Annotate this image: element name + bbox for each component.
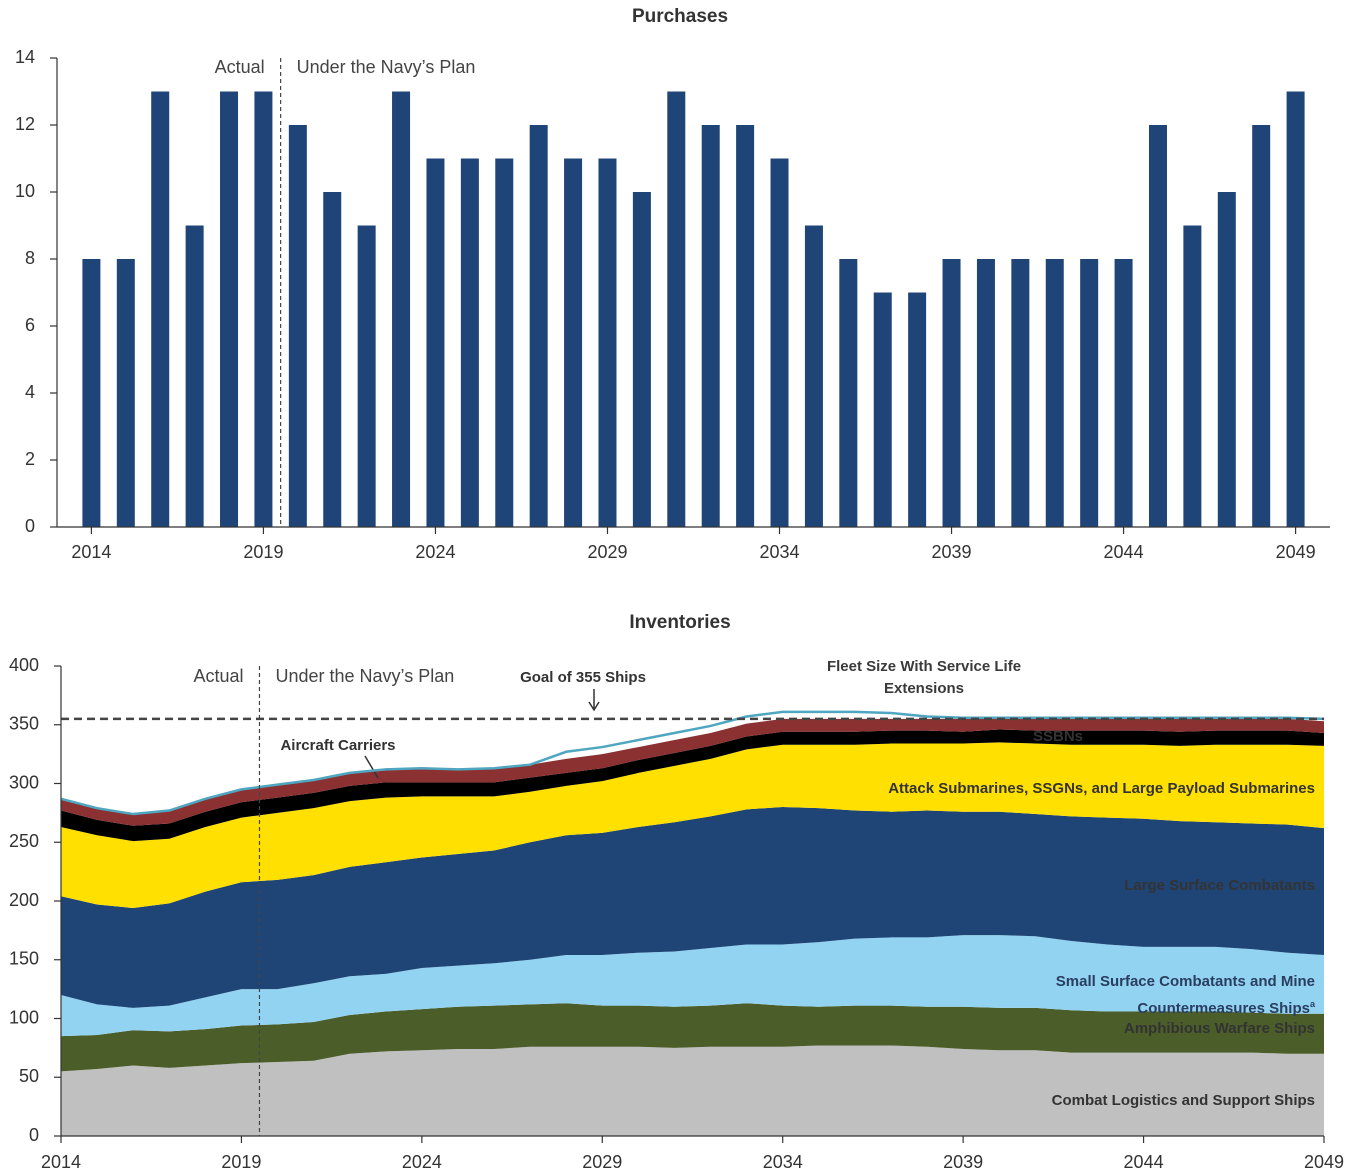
- bar: [426, 158, 445, 527]
- y-tick-label: 100: [9, 1007, 39, 1027]
- y-tick-label: 4: [25, 382, 35, 402]
- x-tick-label: 2014: [71, 542, 111, 562]
- y-tick-label: 150: [9, 949, 39, 969]
- bar: [220, 91, 239, 527]
- bar: [529, 125, 548, 527]
- bar: [1183, 225, 1202, 527]
- bar: [839, 259, 858, 527]
- bar: [1148, 125, 1167, 527]
- goal-arrow: [588, 689, 600, 712]
- x-tick-label: 2049: [1304, 1152, 1344, 1172]
- x-tick-label: 2019: [243, 542, 283, 562]
- bar: [460, 158, 479, 527]
- x-tick-label: 2039: [932, 542, 972, 562]
- x-tick-label: 2034: [759, 542, 799, 562]
- annotation: Actual: [215, 57, 265, 77]
- x-tick-label: 2044: [1124, 1152, 1164, 1172]
- y-tick-label: 250: [9, 831, 39, 851]
- series-label: Aircraft Carriers: [280, 737, 395, 754]
- bar: [667, 91, 686, 527]
- bar: [804, 225, 823, 527]
- bar: [908, 292, 927, 527]
- series-label: Fleet Size With Service Life Extensions: [824, 656, 1024, 700]
- series-label: Attack Submarines, SSGNs, and Large Payl…: [888, 780, 1315, 797]
- bar: [392, 91, 411, 527]
- x-tick-label: 2044: [1104, 542, 1144, 562]
- area: [61, 1045, 1324, 1136]
- bar: [495, 158, 514, 527]
- x-tick-label: 2029: [587, 542, 627, 562]
- bar: [873, 292, 892, 527]
- y-tick-label: 50: [19, 1066, 39, 1086]
- bar: [632, 192, 651, 527]
- series-label: Amphibious Warfare Ships: [1124, 1020, 1315, 1037]
- bar: [288, 125, 307, 527]
- y-tick-label: 0: [29, 1125, 39, 1145]
- x-tick-label: 2024: [415, 542, 455, 562]
- bar: [151, 91, 170, 527]
- bar: [1217, 192, 1236, 527]
- bar: [323, 192, 342, 527]
- x-tick-label: 2034: [763, 1152, 803, 1172]
- y-tick-label: 6: [25, 315, 35, 335]
- bar: [254, 91, 273, 527]
- y-tick-label: 2: [25, 449, 35, 469]
- bar: [1252, 125, 1271, 527]
- pointer: [364, 755, 379, 779]
- goal-label: Goal of 355 Ships: [520, 669, 646, 686]
- area: [61, 742, 1324, 909]
- y-tick-label: 400: [9, 655, 39, 675]
- annotation: Under the Navy’s Plan: [275, 666, 454, 686]
- y-tick-label: 12: [15, 114, 35, 134]
- bar: [82, 259, 101, 527]
- x-tick-label: 2029: [582, 1152, 622, 1172]
- bar: [1286, 91, 1305, 527]
- bar: [1114, 259, 1133, 527]
- bar: [598, 158, 617, 527]
- bar: [976, 259, 995, 527]
- y-tick-label: 8: [25, 248, 35, 268]
- chart-title: Inventories: [629, 612, 730, 633]
- x-tick-label: 2014: [41, 1152, 81, 1172]
- bar: [1011, 259, 1030, 527]
- x-tick-label: 2019: [221, 1152, 261, 1172]
- series-label: Small Surface Combatants and Mine Counte…: [1045, 971, 1315, 1020]
- series-label: Combat Logistics and Support Ships: [1052, 1092, 1315, 1109]
- y-tick-label: 300: [9, 772, 39, 792]
- bar: [564, 158, 583, 527]
- area: [61, 1003, 1324, 1072]
- bar: [770, 158, 789, 527]
- x-tick-label: 2024: [402, 1152, 442, 1172]
- y-tick-label: 350: [9, 714, 39, 734]
- annotation: Actual: [193, 666, 243, 686]
- series-label: SSBNs: [1033, 728, 1083, 745]
- bar: [185, 225, 204, 527]
- area: [61, 935, 1324, 1037]
- area: [61, 729, 1324, 842]
- footnote-mark: a: [1309, 999, 1315, 1009]
- bar: [736, 125, 755, 527]
- bar: [1045, 259, 1064, 527]
- y-tick-label: 10: [15, 181, 35, 201]
- series-label: Large Surface Combatants: [1124, 877, 1315, 894]
- bar: [116, 259, 135, 527]
- chart-title: Purchases: [632, 6, 728, 27]
- x-tick-label: 2049: [1276, 542, 1316, 562]
- bar: [942, 259, 961, 527]
- series-name: Fleet Size With Service Life Extensions: [826, 658, 1022, 697]
- bar: [1080, 259, 1099, 527]
- y-tick-label: 14: [15, 47, 35, 67]
- series-name: Small Surface Combatants and Mine Counte…: [1055, 973, 1315, 1017]
- y-tick-label: 200: [9, 890, 39, 910]
- bar: [701, 125, 720, 527]
- fleet-line: [60, 710, 1325, 816]
- x-tick-label: 2039: [943, 1152, 983, 1172]
- y-tick-label: 0: [25, 516, 35, 536]
- bar: [357, 225, 376, 527]
- area: [61, 807, 1324, 1008]
- area: [61, 718, 1324, 826]
- annotation: Under the Navy’s Plan: [297, 57, 476, 77]
